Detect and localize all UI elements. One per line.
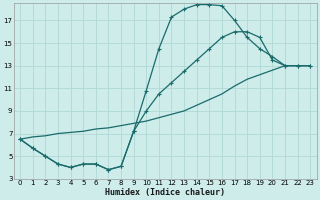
X-axis label: Humidex (Indice chaleur): Humidex (Indice chaleur) (105, 188, 225, 197)
